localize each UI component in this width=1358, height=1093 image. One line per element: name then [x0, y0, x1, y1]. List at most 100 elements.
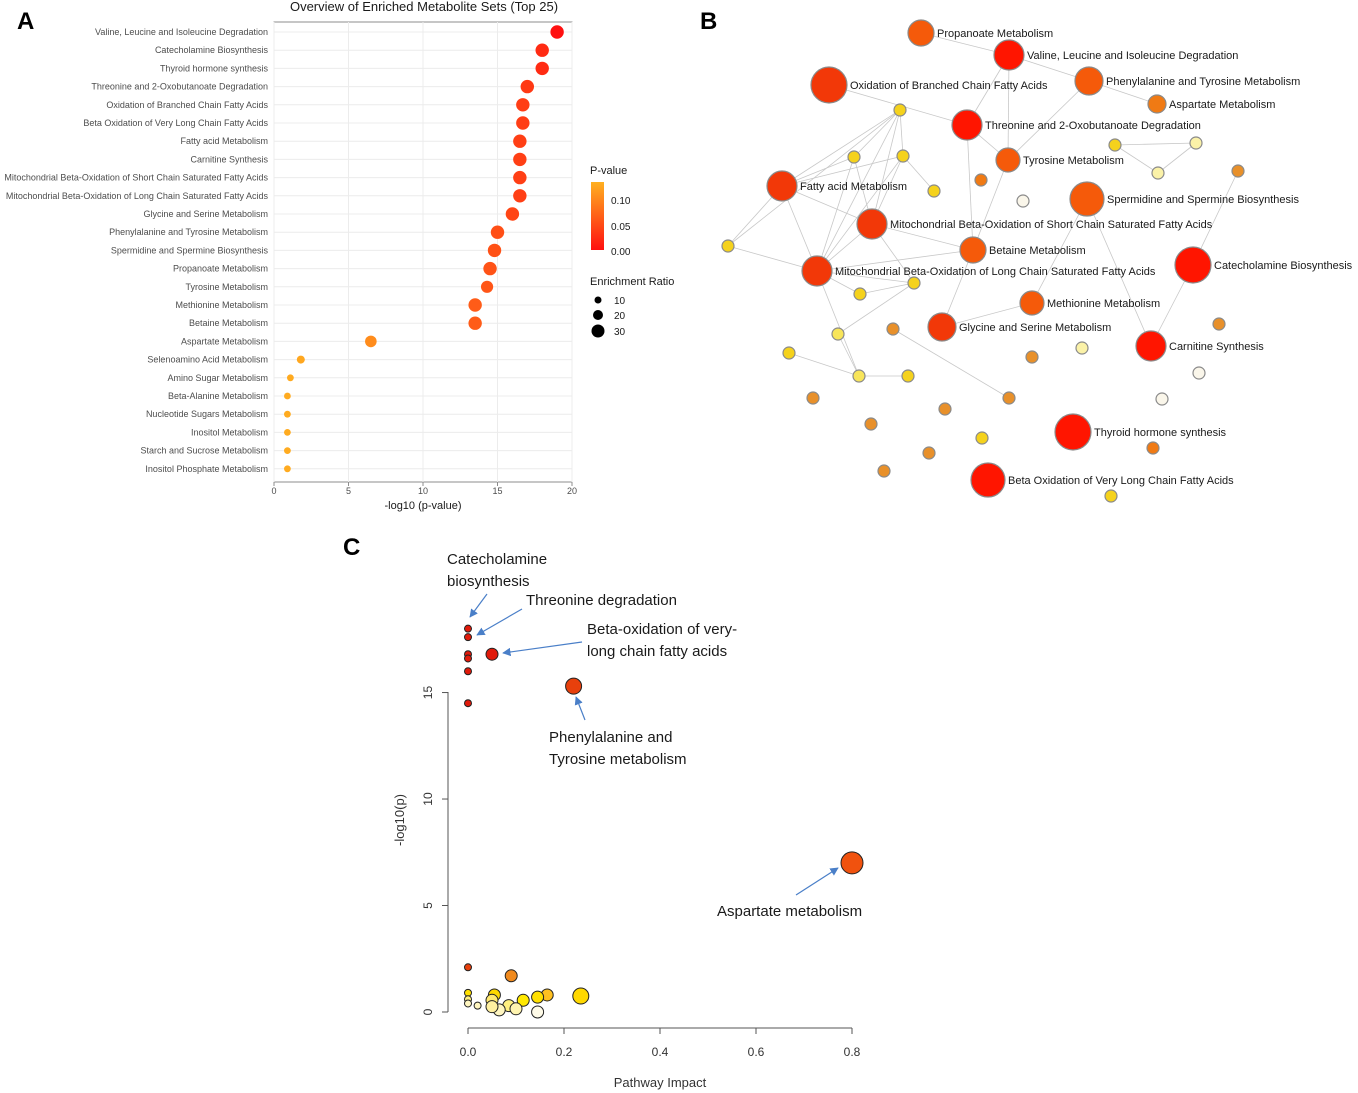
panel-a-point-carnitine-synthesis — [513, 152, 527, 167]
enrichment-size-key-small — [594, 296, 602, 304]
network-label-threonine-and-2-oxobutanoate-degradation: Threonine and 2-Oxobutanoate Degradation — [985, 120, 1201, 132]
panel-c-y-tick-label: 5 — [421, 902, 435, 909]
network-edge — [1031, 198, 1088, 304]
network-node — [1151, 166, 1165, 180]
panel-b: B Propanoate Metabolism Valine, Leucine a… — [700, 8, 1353, 503]
panel-a-category-fatty-acid-metabolism: Fatty acid Metabolism — [180, 136, 268, 146]
annotation-phenylalanine-line2: Tyrosine metabolism — [549, 751, 687, 768]
panel-a-category-thyroid-hormone-synthesis: Thyroid hormone synthesis — [160, 63, 269, 73]
network-edge — [853, 109, 901, 158]
network-node — [1075, 341, 1089, 355]
network-edge — [816, 249, 974, 272]
network-node — [907, 276, 921, 290]
network-edge — [871, 109, 901, 225]
annotation-threonine-arrow — [476, 608, 523, 636]
network-edge — [781, 155, 904, 187]
network-node-fatty-acid-metabolism — [766, 170, 798, 202]
panel-a-point-inositol-phosphate-metabolism — [284, 465, 291, 473]
network-node-betaine-metabolism — [959, 236, 987, 264]
panel-a-point-mitochondrial-beta-oxidation-of-short-chain-saturated-fatty-acids — [513, 170, 527, 185]
panel-c-point — [531, 1005, 545, 1019]
network-node — [974, 173, 988, 187]
panel-a-category-glycine-and-serine-metabolism: Glycine and Serine Metabolism — [143, 209, 268, 219]
network-edge — [1007, 54, 1010, 161]
panel-a-category-amino-sugar-metabolism: Amino Sugar Metabolism — [167, 373, 268, 383]
network-label-methionine-metabolism: Methionine Metabolism — [1047, 298, 1160, 310]
network-edge — [781, 185, 873, 225]
panel-a-category-beta-oxidation-of-very-long-chain-fatty-acids: Beta Oxidation of Very Long Chain Fatty … — [83, 118, 268, 128]
panel-a-title: Overview of Enriched Metabolite Sets (To… — [290, 0, 558, 14]
network-node-propanoate-metabolism — [907, 19, 935, 47]
panel-c-point — [840, 851, 864, 875]
network-edge — [816, 109, 901, 272]
panel-a-category-beta-alanine-metabolism: Beta-Alanine Metabolism — [168, 391, 268, 401]
panel-a-category-selenoamino-acid-metabolism: Selenoamino Acid Metabolism — [147, 355, 268, 365]
panel-c-point — [464, 624, 472, 633]
network-label-oxidation-of-branched-chain-fatty-acids: Oxidation of Branched Chain Fatty Acids — [850, 80, 1048, 92]
panel-c-point — [572, 987, 590, 1005]
panel-label-b: B — [700, 8, 717, 35]
panel-c-point — [464, 963, 472, 972]
network-node — [831, 327, 845, 341]
network-label-mitochondrial-beta-oxidation-of-short-chain-saturated-fatty-acids: Mitochondrial Beta-Oxidation of Short Ch… — [890, 219, 1213, 231]
enrichment-tick-1: 20 — [614, 311, 626, 322]
panel-a-point-propanoate-metabolism — [483, 261, 497, 276]
panel-a-x-tick-label: 0 — [271, 486, 276, 496]
network-label-carnitine-synthesis: Carnitine Synthesis — [1169, 341, 1264, 353]
network-node-methionine-metabolism — [1019, 290, 1045, 316]
network-edge — [941, 302, 1033, 328]
network-edge — [899, 109, 904, 157]
panel-c-point — [464, 667, 472, 676]
network-label-mitochondrial-beta-oxidation-of-long-chain-saturated-fatty-acids: Mitochondrial Beta-Oxidation of Long Cha… — [835, 266, 1156, 278]
panel-a-point-thyroid-hormone-synthesis — [535, 61, 549, 76]
network-node-aspartate-metabolism — [1147, 94, 1167, 114]
network-node — [806, 391, 820, 405]
panel-a-category-catecholamine-biosynthesis: Catecholamine Biosynthesis — [155, 45, 269, 55]
network-edge — [837, 333, 860, 377]
panel-a-grid — [273, 22, 573, 482]
annotation-phenylalanine-line1: Phenylalanine and — [549, 729, 672, 746]
network-node-tyrosine-metabolism — [995, 147, 1021, 173]
network-node — [721, 239, 735, 253]
panel-a-x-ticks: 0 5 10 15 20 — [271, 482, 577, 496]
network-node-catecholamine-biosynthesis — [1174, 246, 1212, 284]
pvalue-tick-0: 0.10 — [611, 196, 631, 207]
panel-a-point-starch-and-sucrose-metabolism — [284, 447, 291, 454]
panel-a-legend: P-value 0.10 0.05 0.00 Enrichment Ratio … — [590, 165, 674, 338]
panel-a-point-inositol-metabolism — [284, 429, 291, 436]
panel-a-category-spermidine-and-spermine-biosynthesis: Spermidine and Spermine Biosynthesis — [111, 245, 269, 255]
network-edge — [966, 124, 974, 251]
panel-c-point — [485, 1000, 499, 1014]
annotation-catecholamine-line2: biosynthesis — [447, 573, 530, 590]
panel-a-category-phenylalanine-and-tyrosine-metabolism: Phenylalanine and Tyrosine Metabolism — [109, 227, 268, 237]
annotation-catecholamine-line1: Catecholamine — [447, 551, 547, 568]
network-edge — [1086, 198, 1152, 347]
network-edge — [781, 109, 901, 187]
panel-a-point-spermidine-and-spermine-biosynthesis — [487, 243, 502, 258]
network-label-fatty-acid-metabolism: Fatty acid Metabolism — [800, 181, 907, 193]
network-node — [1212, 317, 1226, 331]
panel-c-points — [464, 624, 864, 1019]
network-label-tyrosine-metabolism: Tyrosine Metabolism — [1023, 155, 1124, 167]
network-node-carnitine-synthesis — [1135, 330, 1167, 362]
network-node-spermidine-and-spermine-biosynthesis — [1069, 181, 1105, 217]
panel-c-point — [464, 633, 472, 642]
network-node — [847, 150, 861, 164]
network-node-glycine-and-serine-metabolism — [927, 312, 957, 342]
annotation-catecholamine-arrow — [469, 593, 488, 618]
panel-c-y-tick-label: 15 — [421, 686, 435, 700]
network-node — [896, 149, 910, 163]
network-node — [1002, 391, 1016, 405]
panel-a-point-threonine-and-2-oxobutanoate-degradation — [520, 79, 534, 94]
panel-c-y-tick-label: 0 — [421, 1008, 435, 1015]
panel-c-y-ticks: 0 5 10 15 — [421, 686, 448, 1015]
panel-a-point-aspartate-metabolism — [365, 335, 377, 348]
network-node — [1155, 392, 1169, 406]
network-edge — [816, 270, 860, 377]
network-label-betaine-metabolism: Betaine Metabolism — [989, 245, 1086, 257]
network-node — [853, 287, 867, 301]
network-label-valine-leucine-and-isoleucine-degradation: Valine, Leucine and Isoleucine Degradati… — [1027, 50, 1238, 62]
network-edge — [816, 155, 904, 272]
panel-a-point-oxidation-of-branched-chain-fatty-acids — [516, 98, 530, 112]
panel-c-point — [485, 647, 499, 661]
